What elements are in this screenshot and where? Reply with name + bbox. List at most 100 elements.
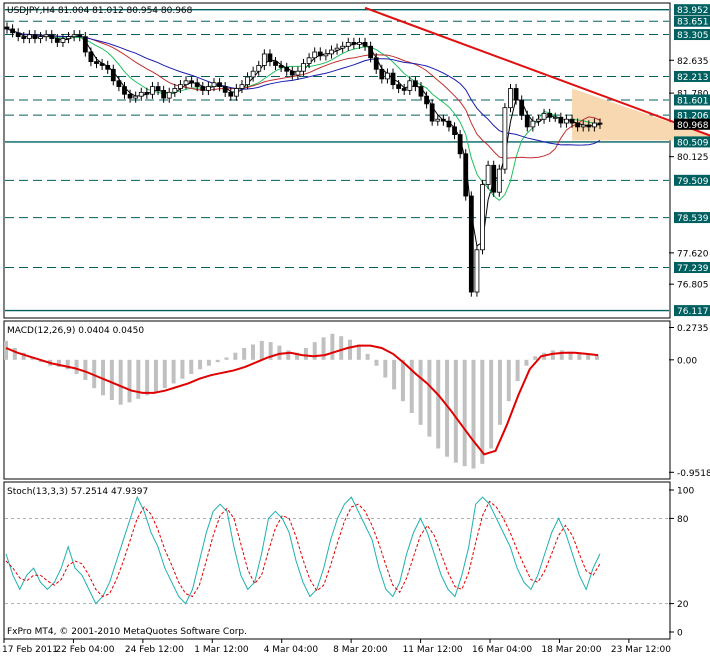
macd-histogram-bar [471, 359, 476, 469]
candle-body [273, 61, 278, 66]
candle-body [26, 34, 32, 39]
candle-body [211, 82, 217, 87]
candle-body [122, 86, 127, 95]
candle-body [345, 42, 351, 47]
candle-body [267, 53, 273, 63]
macd-histogram-bar [145, 359, 150, 396]
macd-histogram-bar [259, 340, 264, 360]
candle-body [480, 184, 485, 251]
stoch-axis-label: 80 [677, 515, 689, 525]
candle-body [256, 65, 262, 72]
candle-body [323, 53, 329, 57]
macd-histogram-bar [348, 339, 353, 360]
candle-body [564, 118, 569, 124]
candle-body [205, 86, 211, 91]
candle-body [301, 63, 306, 72]
candle-body [552, 116, 558, 119]
macd-histogram-bar [153, 359, 158, 392]
candle-body [407, 80, 413, 91]
candle-body [463, 153, 469, 197]
candle-body [82, 36, 88, 53]
stoch-axis-label: 20 [677, 600, 689, 610]
candle-body [77, 34, 83, 38]
candle-body [592, 122, 597, 128]
macd-histogram-bar [400, 359, 405, 402]
candle-body [60, 38, 66, 43]
macd-histogram-bar [383, 359, 388, 378]
candle-body [245, 76, 250, 86]
time-axis-label: 11 Mar 12:00 [403, 645, 463, 655]
candle-body [127, 93, 133, 99]
candle-body [541, 113, 547, 120]
candle-body [21, 36, 27, 39]
time-axis-label: 23 Mar 12:00 [611, 645, 671, 655]
macd-histogram-bar [92, 359, 97, 389]
candle-body [373, 57, 379, 70]
candle-body [424, 95, 429, 105]
macd-histogram-bar [233, 352, 238, 360]
candle-body [222, 86, 228, 93]
time-axis-label: 22 Feb 04:00 [55, 645, 114, 655]
macd-histogram-bar [595, 355, 599, 360]
price-tag-box [674, 136, 710, 148]
price-tag-label: 77.239 [677, 264, 709, 274]
macd-panel-header: MACD(12,26,9) 0.0404 0.0450 [7, 326, 144, 336]
macd-histogram-bar [21, 352, 26, 360]
macd-histogram-bar [489, 359, 494, 449]
macd-histogram-bar [215, 359, 220, 363]
price-tag-box [674, 4, 710, 16]
macd-histogram-bar [453, 359, 458, 463]
price-tag-box [674, 70, 710, 82]
macd-axis-label: 0.2735 [677, 324, 709, 334]
candle-body [412, 80, 418, 87]
macd-panel-frame [3, 320, 671, 480]
macd-histogram-bar [189, 359, 194, 374]
candle-body [133, 95, 139, 99]
price-tag-box [674, 174, 710, 186]
candle-body [150, 86, 155, 95]
macd-histogram-bar [109, 359, 114, 400]
macd-histogram-bar [118, 359, 123, 405]
macd-histogram-bar [127, 359, 132, 403]
candle-body [440, 118, 446, 122]
price-tag-label: 83.305 [677, 31, 709, 41]
price-axis-label: 77.620 [677, 249, 709, 259]
stoch-axis-label: 100 [677, 487, 694, 497]
price-tag-label: 80.968 [677, 121, 709, 131]
macd-histogram-bar [242, 348, 247, 360]
candle-body [295, 70, 301, 76]
candle-body [66, 36, 71, 39]
price-tag-label: 80.509 [677, 138, 709, 148]
candle-body [43, 34, 49, 38]
candle-body [468, 195, 474, 293]
candle-body [233, 88, 239, 97]
time-axis-label: 4 Mar 04:00 [264, 645, 319, 655]
candle-body [105, 65, 111, 70]
candle-body [334, 47, 340, 51]
stochastic-panel: 100 80 20 0 [5, 487, 694, 639]
copyright-text: FxPro MT4, © 2001-2010 MetaQuotes Softwa… [7, 627, 247, 637]
macd-histogram-bar [550, 350, 555, 360]
ma-blue-line [6, 28, 601, 146]
candle-body [524, 114, 530, 128]
price-tag-label: 82.213 [677, 73, 709, 83]
candle-body [38, 36, 43, 39]
candle-body [289, 70, 295, 76]
candle-body [312, 51, 318, 59]
stoch-main-line [5, 495, 601, 605]
candle-body [513, 88, 519, 101]
candle-body [144, 91, 150, 95]
macd-histogram-bar [277, 345, 282, 360]
macd-histogram-bar [101, 359, 106, 396]
macd-histogram-bar [12, 348, 17, 360]
macd-histogram-bar [586, 353, 591, 360]
candle-body [452, 126, 457, 135]
macd-histogram-bar [250, 344, 255, 360]
price-panel-frame [3, 2, 671, 319]
macd-axis-label: -0.9518 [677, 469, 710, 479]
candle-body [491, 164, 497, 193]
candle-body [32, 34, 38, 39]
candle-body [49, 34, 55, 39]
